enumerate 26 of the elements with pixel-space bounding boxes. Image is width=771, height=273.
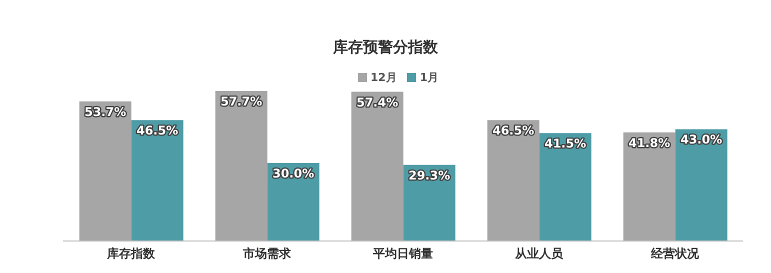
bar <box>351 92 404 241</box>
data-label: 30.0% <box>272 166 314 181</box>
bar <box>215 90 268 241</box>
bar <box>623 132 676 241</box>
data-label: 57.7% <box>220 94 262 108</box>
legend-label: 12月 <box>370 71 397 84</box>
data-label: 53.7% <box>84 104 126 119</box>
data-label: 41.5% <box>544 136 586 151</box>
data-label: 41.8% <box>628 136 670 150</box>
data-label: 43.0% <box>680 132 722 147</box>
data-label: 46.5% <box>492 124 534 138</box>
data-label: 29.3% <box>408 168 450 182</box>
x-tick-label: 从业人员 <box>514 246 564 261</box>
bar <box>79 101 132 241</box>
chart-title: 库存预警分指数 <box>332 38 439 57</box>
x-tick-label: 市场需求 <box>242 246 292 261</box>
x-tick-label: 平均日销量 <box>372 246 433 261</box>
bar <box>675 129 728 241</box>
data-label: 46.5% <box>136 124 178 138</box>
bar <box>539 133 592 241</box>
bar <box>131 120 184 241</box>
data-label: 57.4% <box>356 95 398 110</box>
legend-label: 1月 <box>420 71 438 84</box>
x-tick-label: 经营状况 <box>650 246 700 261</box>
x-tick-label: 库存指数 <box>106 246 156 261</box>
bar <box>487 120 540 241</box>
